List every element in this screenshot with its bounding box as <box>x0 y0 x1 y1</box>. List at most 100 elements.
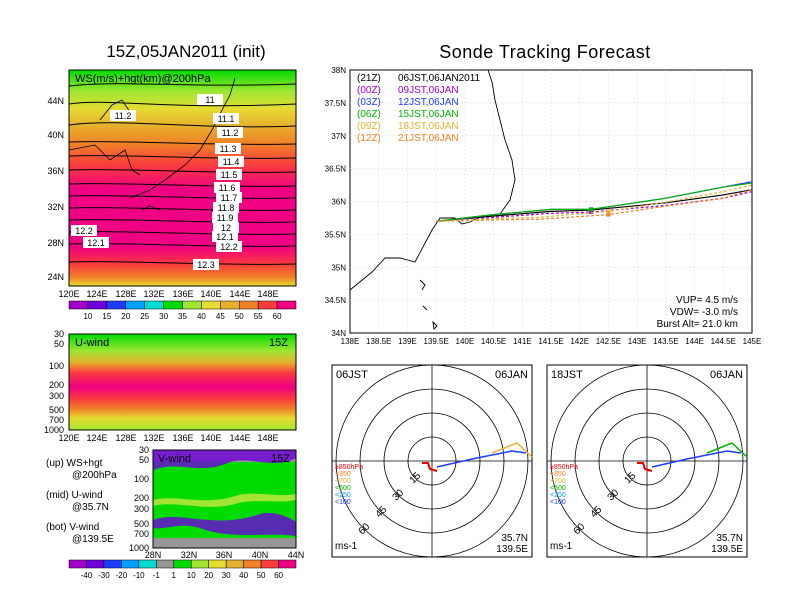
v-colorbar-label: 20 <box>204 571 213 580</box>
polar-legend-item: ≥850hPa <box>335 464 363 471</box>
vup-text: VUP= 4.5 m/s <box>676 295 738 306</box>
contour-label-box <box>217 127 243 138</box>
v-colorbar-label: -1 <box>153 571 161 580</box>
track-lat-tick-label: 35.5N <box>325 230 347 239</box>
contour-label: 11.3 <box>220 144 237 154</box>
ws-lat-tick-label: 36N <box>47 166 64 176</box>
track-lon-tick-label: 141.5E <box>538 337 563 346</box>
polar-unit: ms-1 <box>335 541 358 552</box>
polar-legend-item: <500 <box>550 485 566 492</box>
track-lon-ticks: 138E 138.5E 139E 139.5E 140E 140.5E 141E 141.5E… <box>341 337 762 346</box>
track-legend: (21Z) 06JST,06JAN2011 (00Z) 09JST,06JAN (03Z… <box>357 73 481 144</box>
u-pressure-tick-label: 50 <box>54 339 64 349</box>
track-legend-time: 06JST,06JAN2011 <box>398 73 481 84</box>
v-colorbar-label: -40 <box>81 571 93 580</box>
polar-lat: 35.7N <box>716 533 743 544</box>
v-wind-lightgreen <box>153 493 296 507</box>
panel-note-line2: @200hPa <box>72 470 117 481</box>
contour-label: 11.9 <box>217 213 234 223</box>
ws-lat-tick-label: 28N <box>47 238 64 248</box>
ws-field <box>69 70 296 286</box>
contour-label: 11.2 <box>115 111 132 121</box>
v-colorbar-cell <box>103 559 122 569</box>
v-colorbar-cell <box>156 559 175 569</box>
contour-label-box <box>218 156 244 167</box>
u-wind-field <box>69 334 296 430</box>
v-colorbar-label: 40 <box>239 571 248 580</box>
v-colorbar-label: 60 <box>274 571 283 580</box>
u-lon-tick-label: 120E <box>58 433 79 443</box>
track-lat-tick-label: 34.5N <box>325 296 347 305</box>
u-lon-tick-label: 144E <box>229 433 250 443</box>
contour-label-box <box>216 192 242 203</box>
track-lon-tick-label: 145E <box>743 337 762 346</box>
ws-colorbar-label: 40 <box>197 312 206 321</box>
contour-label: 11.1 <box>218 114 235 124</box>
polar-time: 18JST <box>551 369 583 381</box>
polar-legend-item: <100 <box>335 499 351 506</box>
contour-label: 12.1 <box>87 238 105 248</box>
polar-trace-low <box>422 462 438 472</box>
contour-label: 11.5 <box>221 170 238 180</box>
contour-label-box <box>212 231 238 242</box>
polar-legend-item: <700 <box>550 478 566 485</box>
track-lat-tick-label: 38N <box>331 66 346 75</box>
ws-colorbar-label: 35 <box>178 312 187 321</box>
polar-lon: 139.5E <box>496 544 528 555</box>
contour-label-box <box>83 237 109 248</box>
v-colorbar-label: 30 <box>222 571 231 580</box>
panel-note-line2: @35.7N <box>72 502 109 513</box>
polar-date: 06JAN <box>495 369 528 381</box>
track-marker <box>589 207 594 212</box>
ws-colorbar-label: 30 <box>159 312 168 321</box>
polar-trace-upper <box>436 450 527 468</box>
track-lat-tick-label: 35N <box>331 263 346 272</box>
v-colorbar-label: 10 <box>187 571 196 580</box>
u-wind-label: U-wind <box>75 337 109 349</box>
v-colorbar-cell <box>86 559 105 569</box>
u-lon-tick-label: 124E <box>86 433 107 443</box>
v-wind-frame <box>152 449 297 549</box>
polar-trace-upper <box>651 450 742 468</box>
ws-colorbar-cell <box>276 300 297 310</box>
ws-colorbar-cell <box>68 300 89 310</box>
v-wind-lat-ticks: 28N 32N 36N 40N 44N <box>145 550 305 560</box>
contour-label: 11.4 <box>223 157 240 167</box>
ws-contour-labels: 11.2 11 11.1 11.2 11.3 11.4 11.5 11.611.711.811… <box>71 94 244 270</box>
ws-colorbar-cell <box>220 300 240 310</box>
v-wind-label: V-wind <box>158 453 191 465</box>
polar-lon: 139.5E <box>711 544 743 555</box>
track-legend-tag: (12Z) <box>357 133 381 144</box>
v-wind-grey-bottom <box>153 538 296 548</box>
v-colorbar-cell <box>121 559 140 569</box>
v-colorbar-label: 50 <box>257 571 266 580</box>
u-lon-tick-label: 140E <box>200 433 221 443</box>
panel-note-line1: (mid) U-wind <box>46 490 103 501</box>
polar-legend-item: <700 <box>335 478 351 485</box>
u-lon-tick-label: 136E <box>172 433 193 443</box>
u-wind-time: 15Z <box>269 337 288 349</box>
track-lat-tick-label: 34N <box>331 329 346 338</box>
ws-colorbar-cell <box>257 300 278 310</box>
v-colorbar-cell <box>278 559 297 569</box>
v-colorbar-label: -10 <box>133 571 145 580</box>
polar-trace-mid <box>491 442 533 458</box>
u-wind-frame <box>68 333 297 431</box>
track-lon-tick-label: 142.5E <box>596 337 621 346</box>
v-colorbar-cell <box>190 559 209 569</box>
u-pressure-tick-label: 500 <box>49 405 64 415</box>
v-colorbar-cell <box>138 559 157 569</box>
v-colorbar-label: -30 <box>98 571 110 580</box>
polar-legend-item: <100 <box>550 499 566 506</box>
track-legend-tag: (21Z) <box>357 73 381 84</box>
ws-map-panel: 11.2 11 11.1 11.2 11.3 11.4 11.5 11.611.711.811… <box>47 69 297 321</box>
contour-label: 11.8 <box>218 203 235 213</box>
u-pressure-tick-label: 700 <box>49 415 64 425</box>
track-legend-time: 18JST,06JAN <box>398 121 459 132</box>
track-lat-tick-label: 36N <box>331 198 346 207</box>
